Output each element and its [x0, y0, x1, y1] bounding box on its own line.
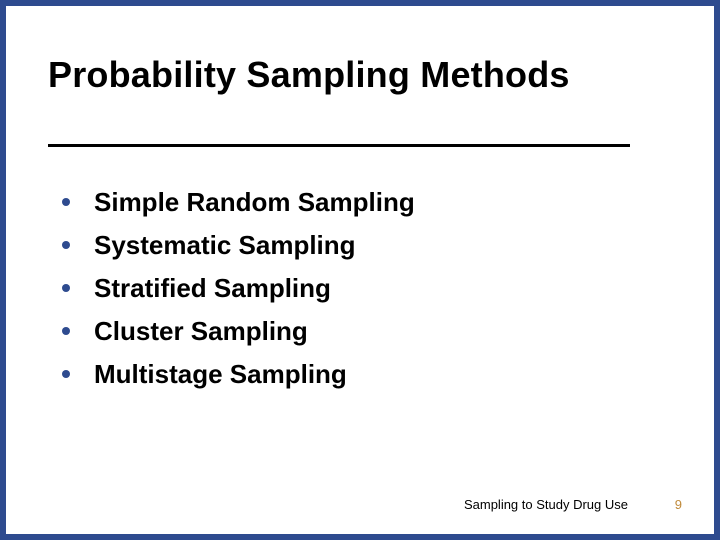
- bullet-label: Systematic Sampling: [94, 230, 356, 261]
- bullet-label: Multistage Sampling: [94, 359, 347, 390]
- title-divider: [48, 144, 630, 147]
- slide-container: Probability Sampling Methods Simple Rand…: [6, 6, 714, 534]
- bullet-icon: [62, 198, 70, 206]
- bullet-icon: [62, 370, 70, 378]
- bullet-icon: [62, 284, 70, 292]
- bullet-label: Cluster Sampling: [94, 316, 308, 347]
- footer-label: Sampling to Study Drug Use: [464, 497, 628, 512]
- list-item: Multistage Sampling: [62, 358, 415, 390]
- bullet-label: Stratified Sampling: [94, 273, 331, 304]
- page-number: 9: [675, 497, 682, 512]
- list-item: Systematic Sampling: [62, 229, 415, 261]
- bullet-icon: [62, 241, 70, 249]
- slide-title: Probability Sampling Methods: [48, 54, 570, 96]
- list-item: Cluster Sampling: [62, 315, 415, 347]
- list-item: Simple Random Sampling: [62, 186, 415, 218]
- list-item: Stratified Sampling: [62, 272, 415, 304]
- bullet-list: Simple Random Sampling Systematic Sampli…: [62, 186, 415, 401]
- bullet-icon: [62, 327, 70, 335]
- bullet-label: Simple Random Sampling: [94, 187, 415, 218]
